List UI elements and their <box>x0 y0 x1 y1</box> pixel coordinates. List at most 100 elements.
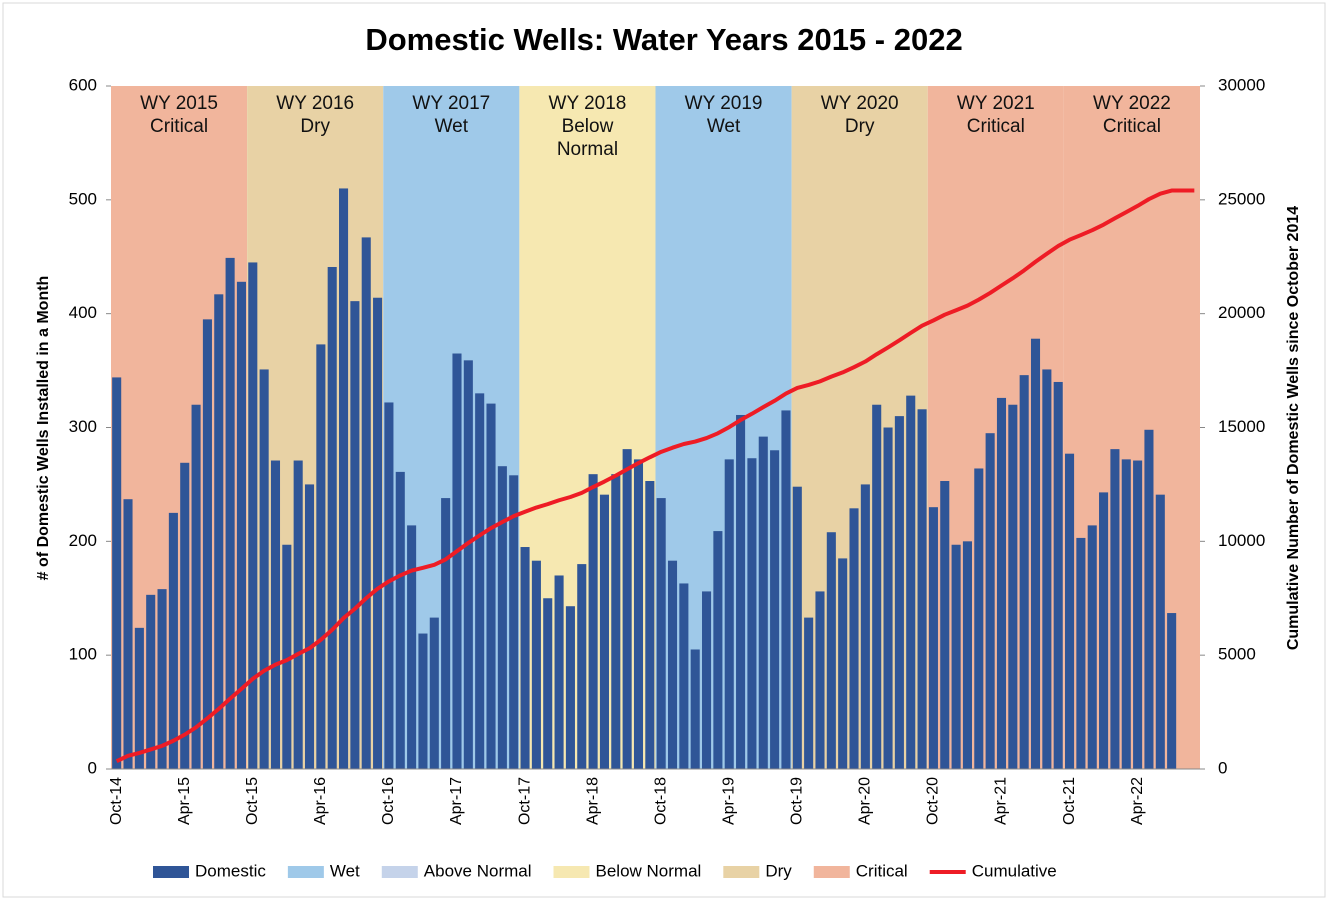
y2-tick-label: 0 <box>1218 758 1227 777</box>
bar <box>826 532 836 769</box>
bar <box>1076 537 1086 769</box>
x-tick-label: Oct-15 <box>244 777 261 825</box>
legend-swatch <box>723 866 760 878</box>
bar <box>849 508 859 769</box>
x-tick-label: Oct-19 <box>789 777 806 825</box>
bar <box>690 649 700 769</box>
y-tick-label: 500 <box>69 189 97 208</box>
bar <box>509 475 519 769</box>
legend-swatch <box>813 866 850 878</box>
bar <box>702 591 712 769</box>
bar <box>350 301 360 769</box>
x-tick-label: Oct-20 <box>925 777 942 825</box>
band-label: WY 2015 Critical <box>111 92 247 138</box>
bar <box>304 484 315 769</box>
x-tick-label: Apr-21 <box>993 777 1010 825</box>
legend-swatch <box>153 866 189 878</box>
bar <box>543 598 553 769</box>
band-type: Critical <box>966 116 1025 137</box>
bar <box>1133 460 1143 769</box>
bar <box>860 484 870 769</box>
water-year-band <box>247 86 384 769</box>
legend-label: Wet <box>330 861 360 880</box>
legend-label: Below Normal <box>596 861 702 880</box>
bar <box>1099 492 1109 769</box>
bar <box>883 427 893 769</box>
bar <box>259 369 269 769</box>
y-tick-label: 100 <box>69 645 97 664</box>
bar <box>248 262 258 769</box>
bar <box>770 450 780 769</box>
bar <box>747 458 757 769</box>
y-axis-title: # of Domestic Wells Installed in a Month <box>35 276 52 581</box>
bar <box>191 404 201 769</box>
band-year: WY 2019 <box>684 93 763 114</box>
y2-tick-label: 5000 <box>1218 645 1256 664</box>
x-tick-label: Oct-14 <box>108 777 125 825</box>
bar <box>985 433 995 769</box>
bar <box>463 360 473 769</box>
bar <box>758 436 768 769</box>
bar <box>962 541 972 769</box>
bar <box>872 404 882 769</box>
x-tick-label: Apr-16 <box>312 777 329 825</box>
bar <box>679 583 689 769</box>
bar <box>940 481 950 769</box>
band-type: Wet <box>434 116 469 137</box>
band-type: Dry <box>844 116 875 137</box>
bar <box>225 257 235 769</box>
bar <box>1087 525 1097 769</box>
bar <box>1042 369 1052 769</box>
x-tick-label: Apr-20 <box>857 777 874 825</box>
legend-swatch <box>553 866 590 878</box>
bar <box>531 560 541 769</box>
water-year-band <box>1063 86 1200 769</box>
bar <box>327 266 337 769</box>
x-tick-label: Oct-16 <box>380 777 397 825</box>
legend-label: Dry <box>765 861 792 880</box>
bar <box>407 525 417 769</box>
y2-tick-label: 10000 <box>1218 531 1265 550</box>
bar <box>1167 613 1177 769</box>
bar <box>599 494 609 769</box>
water-year-band <box>519 86 656 769</box>
bar <box>202 319 212 769</box>
bar <box>667 560 678 769</box>
bar <box>134 627 144 769</box>
bar <box>996 397 1007 769</box>
band-type: Below Normal <box>556 116 619 160</box>
bar <box>781 410 791 769</box>
bar <box>974 468 984 769</box>
band-type: Dry <box>300 116 330 137</box>
water-year-band <box>791 86 928 769</box>
bar <box>656 498 666 769</box>
bar <box>146 594 156 769</box>
bar <box>951 544 961 769</box>
band-label: WY 2019 Wet <box>656 92 792 138</box>
bar <box>1053 381 1063 769</box>
bar <box>452 353 462 769</box>
legend-swatch <box>381 866 418 878</box>
bar <box>565 606 575 769</box>
bar <box>180 462 190 769</box>
bar <box>1030 338 1041 769</box>
bar <box>1144 429 1154 769</box>
legend-label: Critical <box>856 861 908 880</box>
bar <box>361 237 371 770</box>
bar <box>645 481 655 769</box>
bar <box>339 188 349 769</box>
bar <box>316 344 326 769</box>
x-tick-label: Apr-18 <box>584 777 601 825</box>
band-label: WY 2017 Wet <box>383 92 519 138</box>
band-type: Critical <box>150 116 209 137</box>
bar <box>486 403 496 769</box>
band-label: WY 2022 Critical <box>1064 92 1200 138</box>
bar <box>112 377 122 769</box>
bar <box>588 474 598 769</box>
bar <box>804 617 814 769</box>
water-year-band <box>383 86 520 769</box>
x-tick-label: Oct-17 <box>516 777 533 825</box>
bar <box>713 531 723 769</box>
